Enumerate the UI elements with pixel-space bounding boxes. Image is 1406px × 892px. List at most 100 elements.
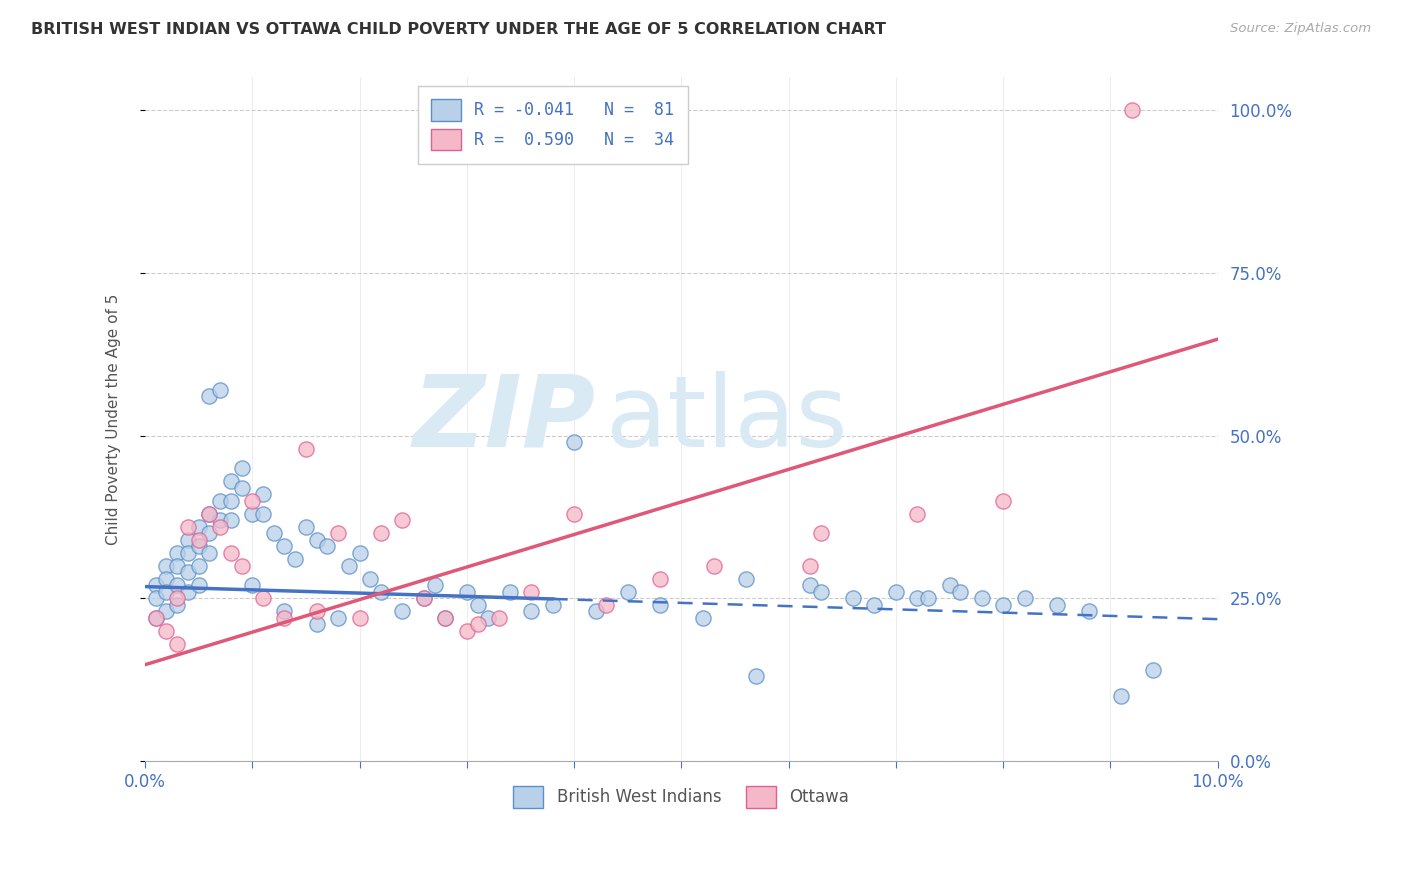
- Point: [231, 481, 253, 495]
- Point: [456, 624, 478, 638]
- Point: [370, 584, 392, 599]
- Point: [155, 584, 177, 599]
- Point: [413, 591, 436, 606]
- Point: [252, 487, 274, 501]
- Point: [145, 611, 167, 625]
- Point: [884, 584, 907, 599]
- Point: [177, 546, 200, 560]
- Point: [520, 584, 543, 599]
- Point: [541, 598, 564, 612]
- Point: [305, 533, 328, 547]
- Point: [456, 584, 478, 599]
- Point: [745, 669, 768, 683]
- Point: [799, 558, 821, 573]
- Point: [209, 519, 232, 533]
- Point: [734, 572, 756, 586]
- Point: [209, 383, 232, 397]
- Point: [993, 493, 1015, 508]
- Point: [391, 513, 413, 527]
- Point: [155, 572, 177, 586]
- Point: [209, 493, 232, 508]
- Point: [166, 546, 188, 560]
- Point: [177, 584, 200, 599]
- Point: [467, 617, 489, 632]
- Point: [863, 598, 886, 612]
- Point: [1142, 663, 1164, 677]
- Point: [703, 558, 725, 573]
- Point: [993, 598, 1015, 612]
- Point: [187, 558, 209, 573]
- Point: [585, 604, 607, 618]
- Point: [273, 611, 295, 625]
- Y-axis label: Child Poverty Under the Age of 5: Child Poverty Under the Age of 5: [107, 293, 121, 545]
- Point: [166, 591, 188, 606]
- Point: [648, 598, 671, 612]
- Point: [488, 611, 510, 625]
- Point: [219, 474, 242, 488]
- Point: [305, 617, 328, 632]
- Point: [219, 546, 242, 560]
- Point: [198, 546, 221, 560]
- Point: [198, 507, 221, 521]
- Point: [938, 578, 960, 592]
- Point: [155, 604, 177, 618]
- Point: [295, 442, 318, 456]
- Point: [810, 584, 832, 599]
- Point: [413, 591, 436, 606]
- Point: [252, 591, 274, 606]
- Point: [284, 552, 307, 566]
- Point: [595, 598, 617, 612]
- Point: [1046, 598, 1069, 612]
- Text: ZIP: ZIP: [412, 371, 596, 467]
- Point: [240, 578, 263, 592]
- Point: [198, 507, 221, 521]
- Point: [562, 507, 585, 521]
- Point: [155, 624, 177, 638]
- Point: [295, 519, 318, 533]
- Point: [905, 591, 928, 606]
- Point: [231, 461, 253, 475]
- Point: [263, 526, 285, 541]
- Legend: British West Indians, Ottawa: British West Indians, Ottawa: [506, 780, 856, 814]
- Point: [316, 539, 339, 553]
- Point: [187, 539, 209, 553]
- Point: [970, 591, 993, 606]
- Point: [434, 611, 457, 625]
- Point: [219, 513, 242, 527]
- Text: BRITISH WEST INDIAN VS OTTAWA CHILD POVERTY UNDER THE AGE OF 5 CORRELATION CHART: BRITISH WEST INDIAN VS OTTAWA CHILD POVE…: [31, 22, 886, 37]
- Text: Source: ZipAtlas.com: Source: ZipAtlas.com: [1230, 22, 1371, 36]
- Point: [273, 539, 295, 553]
- Point: [1014, 591, 1036, 606]
- Point: [842, 591, 865, 606]
- Point: [166, 578, 188, 592]
- Point: [155, 558, 177, 573]
- Point: [520, 604, 543, 618]
- Point: [240, 507, 263, 521]
- Point: [231, 558, 253, 573]
- Point: [219, 493, 242, 508]
- Point: [477, 611, 499, 625]
- Point: [187, 519, 209, 533]
- Point: [198, 389, 221, 403]
- Point: [434, 611, 457, 625]
- Point: [198, 526, 221, 541]
- Point: [166, 637, 188, 651]
- Point: [616, 584, 638, 599]
- Point: [810, 526, 832, 541]
- Point: [326, 526, 349, 541]
- Point: [145, 578, 167, 592]
- Point: [799, 578, 821, 592]
- Point: [648, 572, 671, 586]
- Point: [349, 546, 371, 560]
- Text: atlas: atlas: [606, 371, 848, 467]
- Point: [499, 584, 522, 599]
- Point: [145, 591, 167, 606]
- Point: [562, 435, 585, 450]
- Point: [467, 598, 489, 612]
- Point: [145, 611, 167, 625]
- Point: [166, 598, 188, 612]
- Point: [1121, 103, 1143, 117]
- Point: [187, 578, 209, 592]
- Point: [391, 604, 413, 618]
- Point: [949, 584, 972, 599]
